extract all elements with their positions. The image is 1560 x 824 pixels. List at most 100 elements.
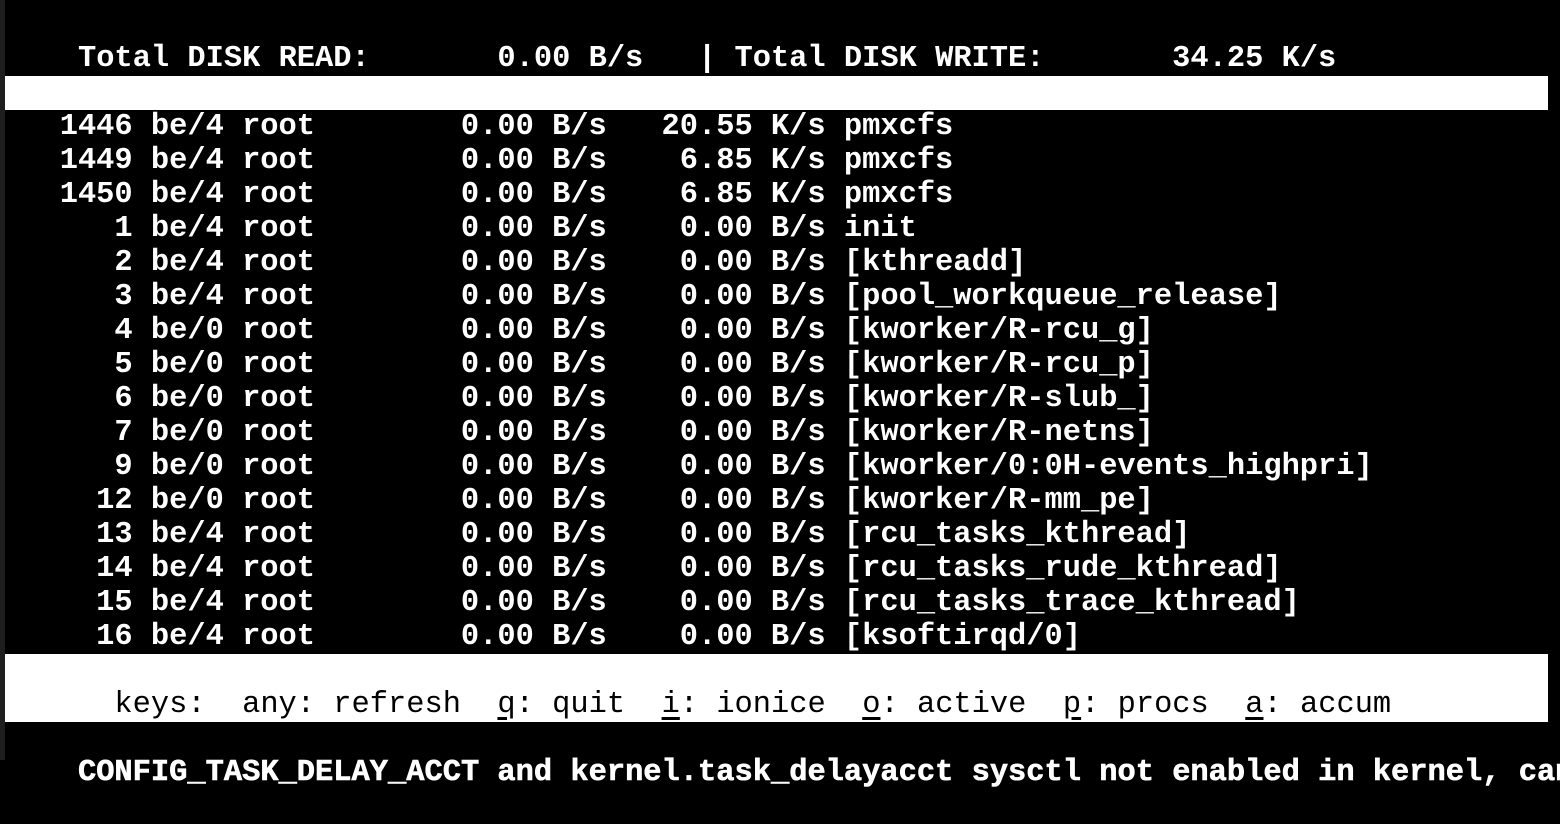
- key-end: end: [1190, 722, 1246, 756]
- total-disk-write-value: 34.25 K/s: [1172, 42, 1337, 76]
- row-user: root: [242, 586, 316, 620]
- row-tid: 4: [114, 314, 133, 348]
- process-row: 7 be/0 root 0.00 B/s 0.00 B/s [kworker/R-netn…: [5, 416, 1557, 450]
- help-line-keys: keys: any: refresh q: quit i: ionice o: acti…: [5, 654, 1548, 722]
- row-prio: be/4: [150, 178, 224, 212]
- help-key-ionice: i: ionice: [661, 688, 826, 722]
- key-left: left: [388, 722, 461, 756]
- row-disk-write: 0.00 B/s: [679, 382, 826, 416]
- column-header-disk-read[interactable]: DISK READ: [515, 110, 680, 144]
- row-tid: 5: [114, 348, 133, 382]
- key-home: home: [989, 722, 1063, 756]
- row-tid: 9: [114, 450, 133, 484]
- help-line-sort: sort: r: asc left: DISK READ right: COMMAND…: [5, 688, 1548, 756]
- row-prio: be/4: [150, 518, 224, 552]
- process-row: 1449 be/4 root 0.00 B/s 6.85 K/s pmxcfs: [5, 144, 1557, 178]
- sort-label: sort:: [114, 722, 206, 756]
- row-user: root: [242, 314, 316, 348]
- row-user: root: [242, 178, 316, 212]
- row-disk-read: 0.00 B/s: [460, 178, 607, 212]
- summary-line-total: Total DISK READ: 0.00 B/s | Total DISK WRIT…: [5, 8, 1557, 76]
- row-user: root: [242, 552, 316, 586]
- row-user: root: [242, 246, 316, 280]
- row-command: [rcu_tasks_rude_kthread]: [843, 552, 1282, 586]
- sort-key-right: right: COMMAND: [698, 722, 954, 756]
- row-prio: be/4: [150, 144, 224, 178]
- column-header-prio[interactable]: PRIO: [242, 110, 316, 144]
- help-key-procs: p: procs: [1062, 688, 1209, 722]
- help-key-active: o: active: [862, 688, 1027, 722]
- column-header-tid[interactable]: TID: [150, 110, 206, 144]
- current-disk-write-value: 17.12 K/s: [1172, 76, 1337, 110]
- row-prio: be/0: [150, 416, 224, 450]
- row-tid: 1450: [59, 178, 133, 212]
- row-disk-write: 0.00 B/s: [679, 246, 826, 280]
- row-disk-write: 6.85 K/s: [679, 144, 826, 178]
- process-row: 14 be/4 root 0.00 B/s 0.00 B/s [rcu_tasks_rud…: [5, 552, 1557, 586]
- row-disk-read: 0.00 B/s: [460, 212, 607, 246]
- total-disk-read-label: Total DISK READ:: [77, 42, 370, 76]
- row-tid: 15: [96, 586, 133, 620]
- row-disk-read: 0.00 B/s: [460, 450, 607, 484]
- row-prio: be/4: [150, 110, 224, 144]
- row-user: root: [242, 110, 316, 144]
- key-i: i: [661, 688, 680, 722]
- row-disk-read: 0.00 B/s: [460, 620, 607, 654]
- row-command: [kworker/R-rcu_g]: [843, 314, 1154, 348]
- row-user: root: [242, 348, 316, 382]
- row-disk-write: 6.85 K/s: [679, 178, 826, 212]
- row-tid: 2: [114, 246, 133, 280]
- row-user: root: [242, 212, 316, 246]
- row-disk-read: 0.00 B/s: [460, 280, 607, 314]
- column-header-command[interactable]: COMMAND: [971, 110, 1100, 144]
- row-disk-write: 0.00 B/s: [679, 280, 826, 314]
- row-tid: 16: [96, 620, 133, 654]
- row-disk-read: 0.00 B/s: [460, 586, 607, 620]
- column-header-user[interactable]: USER: [351, 110, 425, 144]
- row-prio: be/0: [150, 348, 224, 382]
- row-tid: 1: [114, 212, 133, 246]
- process-row: 15 be/4 root 0.00 B/s 0.00 B/s [rcu_tasks_tra…: [5, 586, 1557, 620]
- summary-line-current: Current DISK READ: 438.39 K/s | Current DIS…: [5, 42, 1557, 110]
- row-user: root: [242, 450, 316, 484]
- help-key-refresh: any: refresh: [242, 688, 461, 722]
- iotop-terminal[interactable]: Total DISK READ: 0.00 B/s | Total DISK WRIT…: [5, 8, 1560, 790]
- key-q: q: [497, 688, 516, 722]
- row-prio: be/4: [150, 280, 224, 314]
- row-disk-read: 0.00 B/s: [460, 144, 607, 178]
- table-header-row: TID PRIO USER DISK READ DISK WRITE> COMMAND: [5, 76, 1548, 144]
- row-command: pmxcfs: [843, 144, 954, 178]
- row-disk-write: 0.00 B/s: [679, 518, 826, 552]
- row-prio: be/0: [150, 484, 224, 518]
- row-command: [rcu_tasks_trace_kthread]: [843, 586, 1300, 620]
- row-disk-write: 0.00 B/s: [679, 314, 826, 348]
- row-disk-write: 0.00 B/s: [679, 348, 826, 382]
- row-disk-read: 0.00 B/s: [460, 382, 607, 416]
- sort-key-home: home: TID: [989, 722, 1155, 756]
- help-key-accum: a: accum: [1245, 688, 1392, 722]
- sort-key-asc: r: asc: [242, 722, 352, 756]
- row-disk-write: 0.00 B/s: [679, 620, 826, 654]
- row-disk-write: 0.00 B/s: [679, 450, 826, 484]
- row-disk-write: 0.00 B/s: [679, 484, 826, 518]
- row-prio: be/4: [150, 212, 224, 246]
- row-disk-read: 0.00 B/s: [460, 348, 607, 382]
- row-user: root: [242, 620, 316, 654]
- row-prio: be/4: [150, 246, 224, 280]
- key-r: r: [242, 722, 261, 756]
- row-disk-write: 0.00 B/s: [679, 212, 826, 246]
- row-command: [rcu_tasks_kthread]: [843, 518, 1191, 552]
- process-row: 16 be/4 root 0.00 B/s 0.00 B/s [ksoftirqd/0]: [5, 620, 1557, 654]
- key-any: any: [242, 688, 297, 722]
- key-right: right: [698, 722, 790, 756]
- row-tid: 13: [96, 518, 133, 552]
- process-row: 13 be/4 root 0.00 B/s 0.00 B/s [rcu_tasks_kth…: [5, 518, 1557, 552]
- row-tid: 12: [96, 484, 133, 518]
- row-disk-read: 0.00 B/s: [460, 518, 607, 552]
- column-header-disk-write-sorted[interactable]: DISK WRITE>: [697, 110, 899, 145]
- row-user: root: [242, 518, 316, 552]
- row-user: root: [242, 280, 316, 314]
- process-row: 5 be/0 root 0.00 B/s 0.00 B/s [kworker/R-rcu_…: [5, 348, 1557, 382]
- column-separator: |: [698, 42, 717, 76]
- keys-label: keys:: [114, 688, 206, 722]
